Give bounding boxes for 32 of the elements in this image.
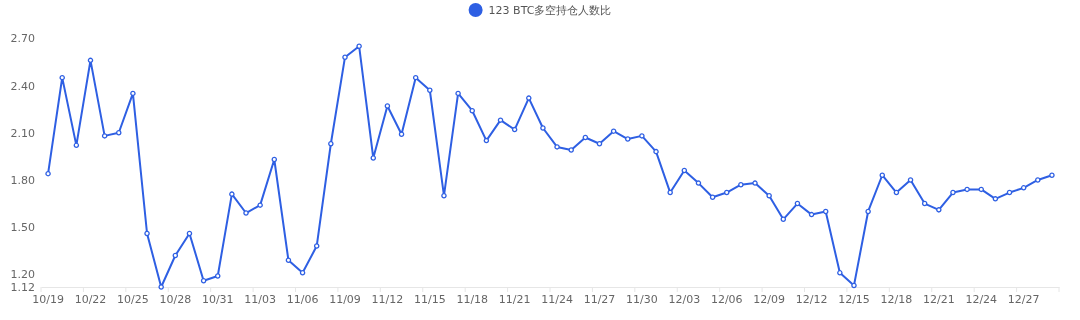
- y-tick-label: 1.12: [10, 281, 35, 295]
- x-tick-label: 12/06: [710, 292, 743, 306]
- x-tick-label: 11/27: [583, 292, 616, 306]
- x-tick-label: 11/06: [286, 292, 319, 306]
- x-tick-label: 11/21: [498, 292, 531, 306]
- y-tick-label: 2.40: [10, 79, 35, 93]
- y-tick-label: 1.50: [10, 221, 35, 235]
- x-tick-label: 12/15: [838, 292, 870, 306]
- x-tick-label: 10/25: [117, 292, 149, 306]
- legend-label: 123 BTC多空持仓人数比: [488, 4, 612, 17]
- x-tick-label: 12/18: [880, 292, 913, 306]
- x-tick-label: 12/12: [795, 292, 828, 306]
- x-tick-label: 11/18: [456, 292, 489, 306]
- x-tick-label: 11/30: [626, 292, 658, 306]
- x-tick-label: 11/03: [244, 292, 276, 306]
- x-tick-label: 11/24: [541, 292, 573, 306]
- x-tick-label: 11/09: [329, 292, 361, 306]
- y-tick-label: 1.80: [10, 173, 35, 187]
- x-tick-label: 12/03: [668, 292, 701, 306]
- y-tick-label: 2.70: [10, 32, 35, 46]
- x-tick-label: 10/19: [32, 292, 64, 306]
- y-tick-label: 1.20: [10, 268, 35, 282]
- x-tick-label: 10/31: [201, 292, 234, 306]
- x-tick-label: 11/12: [371, 292, 404, 306]
- x-tick-label: 10/22: [74, 292, 107, 306]
- x-tick-label: 12/24: [965, 292, 998, 306]
- x-tick-label: 11/15: [413, 292, 446, 306]
- x-tick-label: 12/27: [1007, 292, 1040, 306]
- x-tick-label: 10/28: [159, 292, 192, 306]
- x-tick-label: 12/09: [753, 292, 785, 306]
- x-tick-label: 12/21: [922, 292, 955, 306]
- y-tick-label: 2.10: [10, 126, 35, 140]
